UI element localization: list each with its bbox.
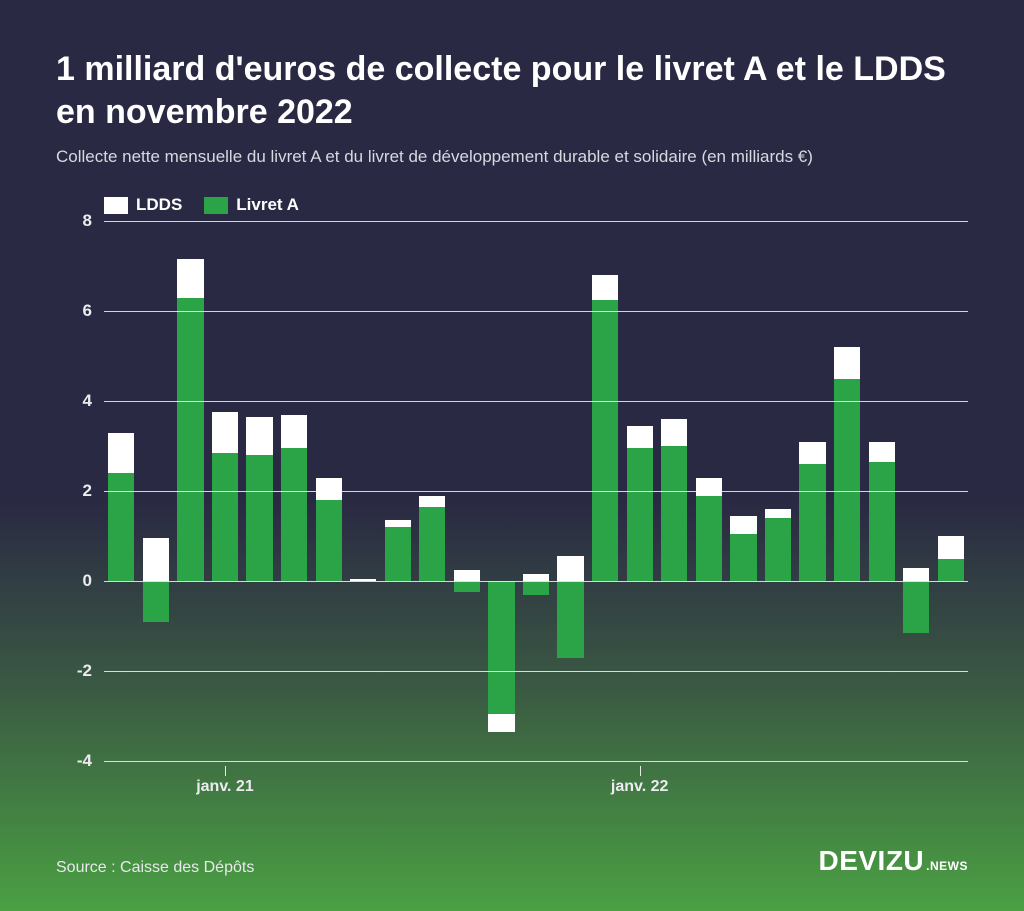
- plot-area: [104, 221, 968, 761]
- bar-seg-livret-a: [177, 298, 203, 582]
- chart-area: -4-202468 janv. 21janv. 22: [56, 221, 968, 761]
- bar-seg-livret-a: [696, 496, 722, 582]
- x-tick-label: janv. 21: [196, 778, 254, 796]
- bar-seg-ldds: [316, 478, 342, 501]
- legend: LDDS Livret A: [104, 195, 968, 215]
- grid-line: [104, 581, 968, 582]
- brand-sub: .NEWS: [926, 859, 968, 873]
- chart-title: 1 milliard d'euros de collecte pour le l…: [56, 48, 968, 133]
- bar-seg-livret-a: [661, 446, 687, 581]
- bar-seg-livret-a: [488, 581, 514, 714]
- bar-seg-ldds: [627, 426, 653, 449]
- y-tick-label: 2: [83, 481, 92, 501]
- bar-seg-ldds: [385, 520, 411, 527]
- x-axis: janv. 21 janv. 22: [104, 766, 968, 806]
- bar-seg-ldds: [799, 442, 825, 465]
- chart-card: 1 milliard d'euros de collecte pour le l…: [0, 0, 1024, 911]
- bar-seg-livret-a: [454, 581, 480, 592]
- bar-seg-ldds: [938, 536, 964, 559]
- legend-swatch-livret-a: [204, 197, 228, 214]
- footer: Source : Caisse des Dépôts DEVIZU .NEWS: [56, 845, 968, 877]
- bar-seg-ldds: [246, 417, 272, 455]
- bar-seg-ldds: [281, 415, 307, 449]
- bar-seg-livret-a: [938, 559, 964, 582]
- grid-line: [104, 221, 968, 222]
- y-tick-label: 0: [83, 571, 92, 591]
- grid-line: [104, 671, 968, 672]
- bar-seg-livret-a: [419, 507, 445, 581]
- bar-seg-livret-a: [385, 527, 411, 581]
- y-tick-label: -4: [77, 751, 92, 771]
- grid-line: [104, 491, 968, 492]
- bar-seg-livret-a: [730, 534, 756, 581]
- bar-seg-ldds: [108, 433, 134, 474]
- x-tick: [225, 766, 226, 776]
- grid-line: [104, 401, 968, 402]
- bar-seg-livret-a: [212, 453, 238, 581]
- bar-seg-livret-a: [765, 518, 791, 581]
- bar-seg-livret-a: [799, 464, 825, 581]
- bar-seg-livret-a: [281, 448, 307, 581]
- bar-seg-livret-a: [108, 473, 134, 581]
- bar-seg-livret-a: [834, 379, 860, 582]
- bar-seg-ldds: [419, 496, 445, 507]
- brand-logo: DEVIZU .NEWS: [818, 845, 968, 877]
- bar-seg-livret-a: [143, 581, 169, 622]
- grid-line: [104, 311, 968, 312]
- bar-seg-ldds: [869, 442, 895, 462]
- bar-seg-livret-a: [592, 300, 618, 581]
- bar-seg-ldds: [834, 347, 860, 379]
- grid-line: [104, 761, 968, 762]
- y-tick-label: 6: [83, 301, 92, 321]
- bar-seg-livret-a: [869, 462, 895, 581]
- y-axis: -4-202468: [56, 221, 100, 761]
- bar-seg-ldds: [454, 570, 480, 581]
- source-text: Source : Caisse des Dépôts: [56, 859, 254, 877]
- bar-seg-ldds: [730, 516, 756, 534]
- bar-seg-ldds: [592, 275, 618, 300]
- bar-seg-ldds: [143, 538, 169, 581]
- legend-label-livret-a: Livret A: [236, 195, 299, 215]
- bar-seg-ldds: [765, 509, 791, 518]
- bar-seg-ldds: [177, 259, 203, 297]
- x-tick-label: janv. 22: [611, 778, 669, 796]
- chart-subtitle: Collecte nette mensuelle du livret A et …: [56, 147, 968, 167]
- bar-seg-ldds: [661, 419, 687, 446]
- bar-seg-livret-a: [903, 581, 929, 633]
- legend-item-ldds: LDDS: [104, 195, 182, 215]
- x-tick: [640, 766, 641, 776]
- bar-seg-ldds: [696, 478, 722, 496]
- y-tick-label: 8: [83, 211, 92, 231]
- bar-seg-ldds: [903, 568, 929, 582]
- bar-seg-livret-a: [246, 455, 272, 581]
- bar-seg-livret-a: [557, 581, 583, 658]
- bar-seg-ldds: [212, 412, 238, 453]
- bar-seg-ldds: [523, 574, 549, 581]
- bar-seg-livret-a: [523, 581, 549, 595]
- y-tick-label: -2: [77, 661, 92, 681]
- bar-seg-ldds: [557, 556, 583, 581]
- brand-main: DEVIZU: [818, 845, 924, 877]
- bar-seg-livret-a: [316, 500, 342, 581]
- legend-label-ldds: LDDS: [136, 195, 182, 215]
- y-tick-label: 4: [83, 391, 92, 411]
- bar-seg-livret-a: [627, 448, 653, 581]
- legend-item-livret-a: Livret A: [204, 195, 299, 215]
- legend-swatch-ldds: [104, 197, 128, 214]
- bar-seg-ldds: [488, 714, 514, 732]
